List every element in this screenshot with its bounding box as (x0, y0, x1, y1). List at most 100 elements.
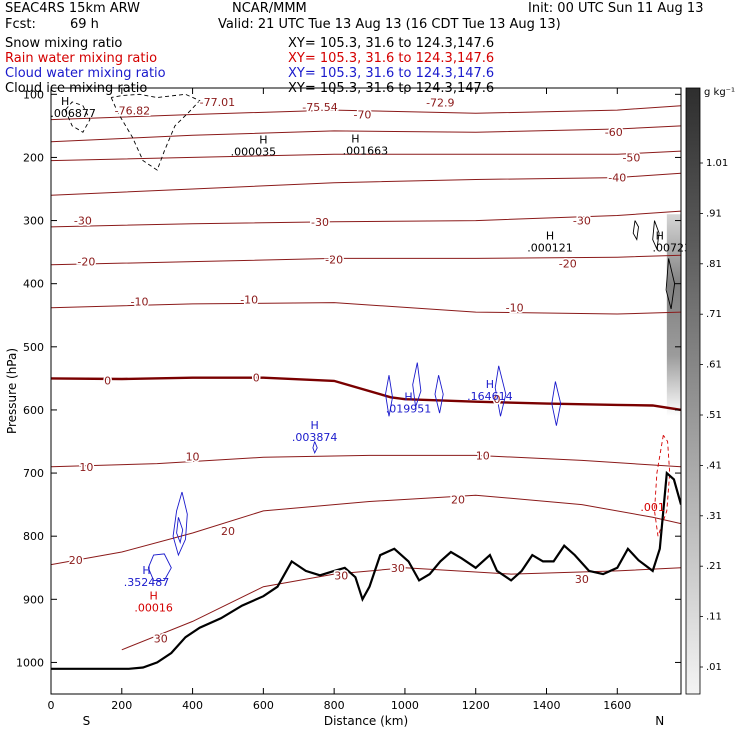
contour-label-3: -76.82 (115, 105, 150, 118)
high-value-1: .000035 (231, 146, 277, 159)
plot-frame (50, 87, 682, 695)
high-value-5: .003874 (292, 431, 338, 444)
fcst-label: Fcst: (5, 17, 36, 32)
y-tick-label-5: 600 (23, 404, 44, 417)
contour-label-17: 0 (104, 374, 111, 387)
y-tick-label-4: 500 (23, 341, 44, 354)
field-snow-xy: XY= 105.3, 31.6 to 124.3,147.6 (288, 36, 495, 51)
contour-label-10: -30 (573, 215, 591, 228)
contour-label-11: -20 (77, 256, 95, 269)
contour-label-19: 0 (493, 393, 500, 406)
contour-label-22: 10 (476, 449, 490, 462)
snow-contour (110, 93, 201, 171)
y-tick-label-7: 800 (23, 530, 44, 543)
contour-label-25: 20 (451, 494, 465, 507)
isotherm-0 (51, 105, 681, 121)
high-marker-1: H (259, 134, 267, 147)
isotherm-6 (51, 302, 681, 315)
field-cloudwater-name: Cloud water mixing ratio (5, 66, 166, 81)
cloud-water-contour-4 (412, 362, 422, 407)
colorbar-unit: g kg⁻¹ (704, 87, 735, 98)
x-tick-label-0: 0 (48, 699, 55, 712)
high-value-3: .000121 (527, 242, 573, 255)
contour-label-13: -20 (559, 257, 577, 270)
contour-label-16: -10 (130, 295, 148, 308)
contour-label-9: -30 (311, 216, 329, 229)
contour-label-15: -10 (506, 302, 524, 315)
cloud-water-contour-7 (551, 381, 562, 426)
isotherm-2 (51, 150, 681, 162)
ice-contour-b (652, 220, 660, 251)
center-title: NCAR/MMM (232, 1, 307, 16)
isotherm-8 (51, 494, 681, 566)
colorbar-label-10: .01 (706, 662, 722, 673)
colorbar-label-8: .21 (706, 561, 722, 572)
x-tick-label-8: 1600 (603, 699, 631, 712)
colorbar-label-5: .51 (706, 410, 722, 421)
high-marker-3: H (546, 230, 554, 243)
colorbar-label-9: .11 (706, 612, 722, 623)
x-axis-title: Distance (km) (324, 714, 408, 728)
contour-label-18: 0 (253, 372, 260, 385)
contour-label-6: -50 (622, 151, 640, 164)
fcst-value: 69 h (70, 17, 99, 32)
contour-label-0: -77.01 (200, 96, 235, 109)
y-tick-label-3: 400 (23, 278, 44, 291)
contour-label-2: -72.9 (426, 97, 454, 110)
x-tick-label-7: 1400 (533, 699, 561, 712)
cloud-water-contour-6 (494, 365, 507, 417)
colorbar (685, 87, 701, 695)
contour-label-24: 20 (221, 525, 235, 538)
ice-contour-c (665, 258, 676, 310)
colorbar-label-2: .81 (706, 259, 722, 270)
isotherm-3 (51, 172, 681, 196)
high-value-7: .164614 (467, 390, 513, 403)
high-marker-0: H (61, 95, 69, 108)
contour-label-8: -30 (74, 215, 92, 228)
field-rain-name: Rain water mixing ratio (5, 51, 158, 66)
model-title: SEAC4RS 15km ARW (5, 1, 141, 16)
field-rain-xy: XY= 105.3, 31.6 to 124.3,147.6 (288, 51, 495, 66)
colorbar-label-4: .61 (706, 360, 722, 371)
high-marker-2: H (351, 132, 359, 145)
contour-label-14: -10 (240, 293, 258, 306)
y-tick-label-2: 300 (23, 215, 44, 228)
y-tick-label-8: 900 (23, 593, 44, 606)
contour-label-28: 30 (391, 562, 405, 575)
y-tick-label-9: 1000 (16, 656, 44, 669)
init-time: Init: 00 UTC Sun 11 Aug 13 (528, 1, 704, 16)
contour-label-5: -60 (605, 126, 623, 139)
high-value-0: .006877 (50, 107, 96, 120)
high-marker-6: H (404, 390, 412, 403)
contour-label-26: 30 (154, 632, 168, 645)
terrain-line (51, 470, 681, 670)
x-tick-label-2: 400 (182, 699, 203, 712)
field-snow-name: Snow mixing ratio (5, 36, 123, 51)
ice-contour-a (632, 220, 639, 241)
cloud-water-contour-5 (434, 375, 444, 414)
end-label-south: S (83, 714, 91, 728)
high-marker-9: H (149, 589, 157, 602)
plot-area (51, 93, 681, 670)
high-value-9: .00016 (134, 601, 173, 614)
y-tick-label-0: 100 (23, 88, 44, 101)
contour-label-29: 30 (575, 573, 589, 586)
valid-time: Valid: 21 UTC Tue 13 Aug 13 (16 CDT Tue … (218, 17, 561, 32)
contour-label-1: -75.54 (302, 101, 337, 114)
isotherm-4 (51, 210, 681, 228)
x-tick-label-3: 600 (253, 699, 274, 712)
cloud-water-contour-1 (176, 517, 184, 545)
end-label-north: N (655, 714, 664, 728)
freezing-level-line (51, 376, 681, 412)
high-marker-8: H (142, 564, 150, 577)
contour-label-7: -40 (608, 172, 626, 185)
y-tick-label-6: 700 (23, 467, 44, 480)
high-value-8: .352487 (124, 576, 170, 589)
contour-label-21: 10 (186, 451, 200, 464)
colorbar-label-1: .91 (706, 208, 722, 219)
colorbar-label-6: .41 (706, 460, 722, 471)
rain-contour-label: .001 (640, 501, 665, 514)
y-axis-title: Pressure (hPa) (5, 348, 19, 434)
contour-label-27: 30 (334, 569, 348, 582)
